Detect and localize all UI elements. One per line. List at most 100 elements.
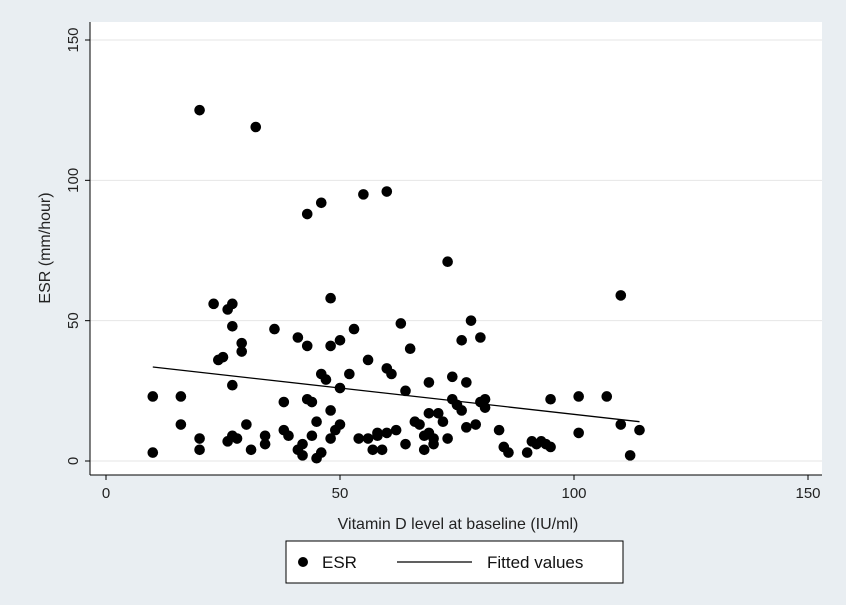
y-tick-label-100: 100 [65, 168, 82, 193]
esr-point-74 [423, 377, 435, 388]
esr-point-82 [442, 433, 453, 444]
esr-point-19 [241, 419, 252, 430]
grid [90, 39, 822, 462]
esr-point-66 [395, 318, 407, 329]
esr-point-37 [311, 416, 322, 428]
esr-point-112 [634, 424, 645, 436]
esr-point-96 [493, 424, 505, 436]
esr-point-40 [315, 447, 327, 458]
esr-point-95 [479, 402, 491, 413]
esr-point-104 [545, 441, 556, 453]
esr-point-53 [353, 433, 365, 444]
esr-point-98 [503, 447, 514, 458]
esr-point-45 [325, 405, 336, 416]
esr-point-13 [227, 320, 238, 332]
esr-point-60 [376, 444, 388, 456]
y-axis-title: ESR (mm/hour) [37, 192, 54, 303]
esr-point-59 [372, 430, 383, 442]
esr-point-36 [306, 430, 318, 442]
esr-point-111 [624, 450, 636, 461]
y-tick-label-50: 50 [65, 312, 82, 329]
esr-point-1 [147, 447, 159, 458]
esr-point-20 [245, 444, 257, 456]
esr-point-17 [236, 346, 248, 357]
esr-point-106 [573, 391, 584, 402]
esr-point-25 [278, 396, 290, 408]
esr-point-42 [320, 374, 332, 385]
x-ticks: 0 50 100 150 [102, 475, 821, 502]
esr-point-32 [301, 208, 313, 220]
esr-point-110 [615, 419, 627, 430]
esr-point-64 [386, 368, 397, 380]
esr-point-5 [194, 433, 205, 444]
legend: ESR Fitted values [285, 540, 624, 584]
esr-point-30 [297, 450, 308, 461]
esr-point-31 [297, 438, 308, 450]
esr-point-49 [334, 382, 346, 394]
esr-point-54 [358, 189, 369, 200]
esr-point-94 [479, 393, 491, 405]
esr-point-3 [175, 419, 187, 430]
x-tick-label-150: 150 [795, 485, 820, 502]
esr-point-73 [418, 444, 430, 456]
x-tick-label-0: 0 [102, 485, 110, 502]
esr-point-88 [461, 377, 472, 388]
esr-point-107 [573, 427, 584, 439]
x-tick-label-100: 100 [561, 485, 586, 502]
esr-point-79 [432, 407, 444, 419]
esr-point-80 [437, 416, 449, 428]
esr-point-46 [325, 433, 336, 444]
esr-point-57 [367, 444, 379, 456]
esr-point-68 [400, 438, 411, 450]
legend-esr-marker [298, 557, 308, 567]
esr-point-14 [227, 379, 238, 391]
esr-point-65 [390, 424, 402, 436]
esr-point-6 [194, 444, 205, 456]
esr-point-35 [306, 396, 318, 408]
esr-point-7 [208, 298, 219, 310]
esr-point-109 [615, 290, 627, 301]
x-axis-title: Vitamin D level at baseline (IU/ml) [338, 516, 579, 533]
esr-point-61 [381, 186, 393, 197]
esr-point-2 [175, 391, 187, 402]
esr-point-90 [465, 315, 477, 326]
esr-point-50 [334, 419, 346, 430]
esr-point-33 [301, 340, 313, 352]
esr-point-89 [461, 422, 472, 433]
esr-point-51 [344, 368, 355, 380]
esr-point-48 [334, 335, 346, 346]
esr-point-28 [292, 332, 304, 343]
esr-point-86 [456, 405, 467, 416]
esr-point-87 [456, 335, 467, 346]
esr-point-92 [475, 332, 486, 343]
esr-point-56 [362, 433, 374, 444]
esr-point-75 [423, 407, 435, 419]
esr-point-9 [217, 351, 229, 363]
esr-point-67 [400, 385, 411, 397]
esr-point-18 [236, 337, 248, 349]
esr-point-12 [227, 298, 238, 310]
fitted-values-series [152, 366, 640, 423]
esr-point-21 [250, 121, 262, 133]
esr-point-71 [414, 419, 425, 430]
esr-point-63 [381, 427, 393, 439]
y-tick-label-150: 150 [65, 27, 82, 52]
esr-point-0 [147, 391, 159, 402]
esr-point-23 [259, 438, 271, 450]
esr-point-83 [447, 371, 458, 383]
y-ticks: 0 50 100 150 [65, 27, 90, 465]
esr-point-108 [601, 391, 613, 402]
esr-point-78 [428, 438, 439, 450]
esr-point-99 [521, 447, 533, 458]
esr-point-22 [259, 430, 271, 442]
esr-point-81 [442, 256, 453, 268]
x-tick-label-50: 50 [332, 485, 349, 502]
esr-point-16 [231, 433, 243, 444]
legend-fitted-label: Fitted values [487, 553, 583, 572]
esr-series [147, 104, 645, 464]
esr-point-27 [283, 430, 294, 442]
esr-point-91 [470, 419, 482, 430]
legend-esr-label: ESR [322, 553, 357, 572]
esr-point-105 [545, 393, 556, 405]
